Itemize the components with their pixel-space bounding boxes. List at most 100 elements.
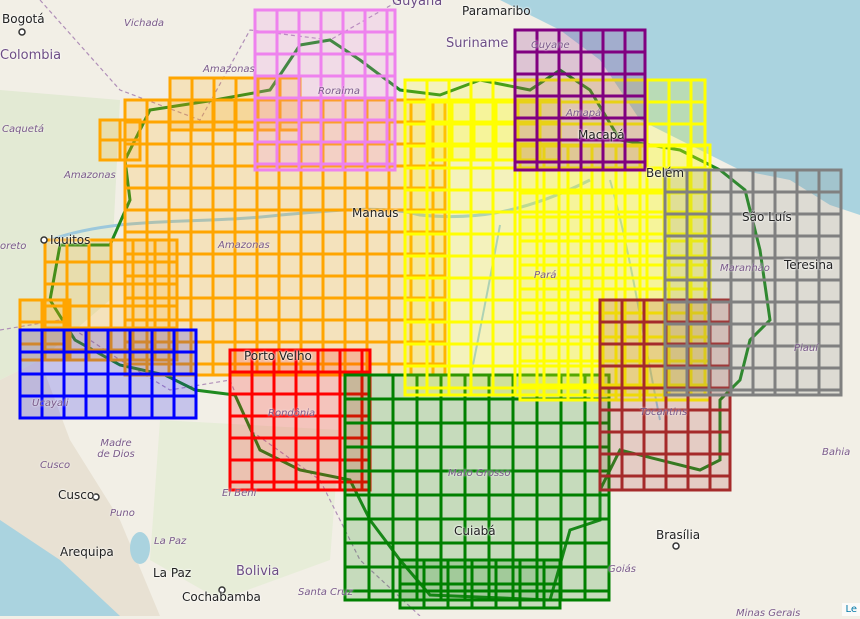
yellow-tile[interactable] [566,287,594,315]
gray-tile[interactable] [795,300,821,326]
violet-tile[interactable] [341,140,367,166]
green-tile[interactable] [343,565,371,593]
yellow-tile[interactable] [469,276,495,302]
brown-tile[interactable] [598,474,624,492]
orange-tile[interactable] [299,208,325,234]
yellow-tile[interactable] [469,254,495,280]
yellow-tile[interactable] [614,167,642,195]
yellow-tile[interactable] [472,98,498,124]
orange-tile[interactable] [65,238,91,264]
gray-tile[interactable] [685,168,711,194]
gray-tile[interactable] [663,278,689,304]
orange-tile[interactable] [98,118,122,142]
purple-tile[interactable] [557,50,583,76]
orange-tile[interactable] [321,230,347,256]
orange-tile[interactable] [131,260,157,286]
red-tile[interactable] [316,436,342,462]
green-tile[interactable] [439,493,467,521]
purple-tile[interactable] [513,94,539,120]
gray-tile[interactable] [773,190,799,216]
violet-tile[interactable] [275,162,301,172]
yellow-tile[interactable] [403,122,429,148]
yellow-tile[interactable] [542,383,570,402]
brown-tile[interactable] [598,364,624,390]
yellow-tile[interactable] [614,215,642,243]
yellow-tile[interactable] [566,215,594,243]
green-tile[interactable] [583,589,611,602]
green-tile[interactable] [559,397,587,425]
blue-tile[interactable] [18,350,44,376]
purple-tile[interactable] [579,116,605,142]
green-tile[interactable] [463,445,491,473]
yellow-tile[interactable] [425,320,451,346]
brown-tile[interactable] [598,408,624,434]
green-tile[interactable] [367,373,395,401]
yellow-tile[interactable] [518,359,546,387]
yellow-tile[interactable] [518,167,546,195]
violet-tile[interactable] [319,96,345,122]
green-tile[interactable] [487,517,515,545]
green-tile[interactable] [391,493,419,521]
yellow-tile[interactable] [425,254,451,280]
blue-tile[interactable] [40,328,66,354]
green-tile[interactable] [343,517,371,545]
gray-tile[interactable] [751,388,777,397]
purple-tile[interactable] [513,72,539,98]
green-tile[interactable] [583,541,611,569]
red-tile[interactable] [272,458,298,484]
orange-tile[interactable] [153,282,179,308]
orange-tile[interactable] [145,164,171,190]
blue-tile[interactable] [84,328,110,354]
red-tile[interactable] [316,458,342,484]
orange-tile[interactable] [153,304,179,330]
yellow-tile[interactable] [447,210,473,236]
green-tile[interactable] [343,493,371,521]
blue-tile[interactable] [172,372,198,398]
yellow-tile[interactable] [518,335,546,363]
green-tile[interactable] [446,558,474,586]
orange-tile[interactable] [321,186,347,212]
blue-tile[interactable] [18,394,44,420]
gray-tile[interactable] [663,190,689,216]
orange-tile[interactable] [255,252,281,278]
attribution-link[interactable]: Le [842,603,860,616]
green-tile[interactable] [391,421,419,449]
brown-tile[interactable] [598,452,624,478]
blue-tile[interactable] [172,350,198,376]
gray-tile[interactable] [773,300,799,326]
green-tile[interactable] [415,517,443,545]
orange-tile[interactable] [233,208,259,234]
red-tile[interactable] [250,370,276,396]
green-tile[interactable] [446,582,474,610]
orange-tile[interactable] [145,142,171,168]
yellow-tile[interactable] [447,386,473,397]
yellow-tile[interactable] [450,142,476,162]
gray-tile[interactable] [685,344,711,370]
brown-tile[interactable] [708,408,732,434]
gray-tile[interactable] [795,256,821,282]
gray-tile[interactable] [751,256,777,282]
green-tile[interactable] [398,558,426,586]
violet-tile[interactable] [385,118,397,144]
green-tile[interactable] [343,397,371,425]
orange-tile[interactable] [145,98,171,124]
gray-tile[interactable] [751,168,777,194]
green-tile[interactable] [391,397,419,425]
violet-tile[interactable] [385,140,397,166]
orange-tile[interactable] [211,164,237,190]
violet-tile[interactable] [319,140,345,166]
yellow-tile[interactable] [447,166,473,192]
green-tile[interactable] [487,421,515,449]
green-tile[interactable] [367,589,395,602]
violet-tile[interactable] [363,118,389,144]
purple-tile[interactable] [535,138,561,164]
brown-tile[interactable] [642,386,668,412]
orange-tile[interactable] [321,296,347,322]
yellow-tile[interactable] [447,320,473,346]
blue-tile[interactable] [128,328,154,354]
gray-tile[interactable] [795,234,821,260]
gray-tile[interactable] [751,278,777,304]
purple-tile[interactable] [535,160,561,172]
blue-tile[interactable] [106,350,132,376]
purple-tile[interactable] [535,28,561,54]
